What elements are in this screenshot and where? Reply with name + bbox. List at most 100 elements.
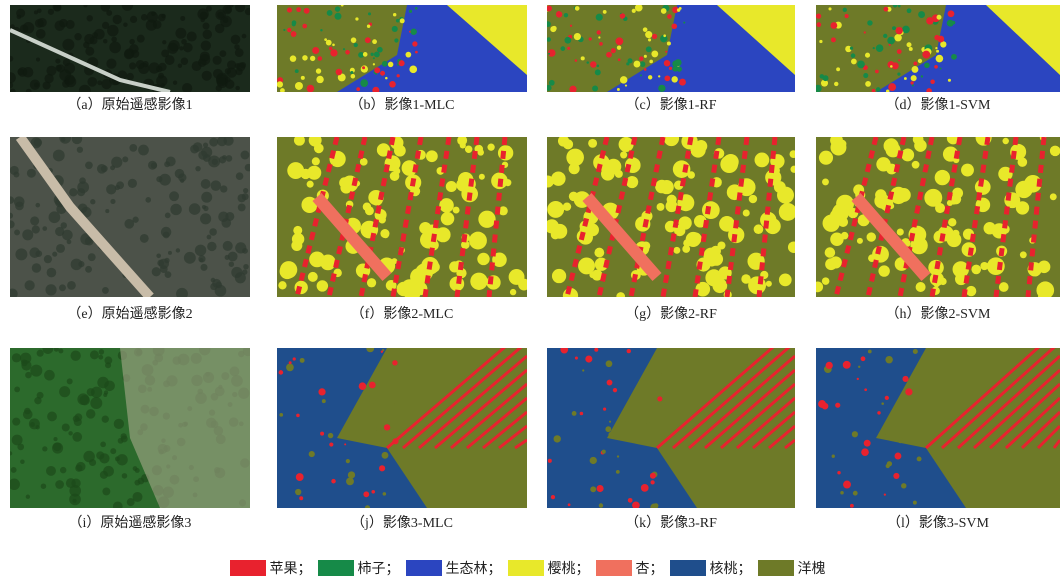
legend-item: 生态林； [405,558,502,578]
speck [664,75,671,82]
speck [387,61,394,68]
texture [85,161,93,170]
speck [415,50,418,54]
speck [560,348,569,354]
speck [656,348,775,450]
caption: （d）影像1-SVM [885,97,991,113]
speck [445,180,457,193]
texture [201,191,213,203]
speck [668,66,673,71]
speck [303,7,310,14]
speck [551,171,566,186]
speck [396,281,411,297]
caption: （k）影像3-RF [625,515,717,531]
texture [25,88,32,92]
legend-item: 柿子； [317,558,400,578]
texture [12,417,21,426]
speck [626,175,639,189]
texture [167,42,179,54]
speck [619,13,626,19]
speck [456,268,467,279]
legend-swatch [757,560,794,576]
speck [328,46,333,51]
texture [103,392,108,397]
texture [156,176,163,183]
texture [77,181,90,194]
texture [201,70,212,81]
speck [439,198,454,213]
speck [334,6,341,12]
speck [552,223,568,239]
texture [234,44,240,50]
texture [36,8,42,14]
speck [948,218,957,227]
speck [299,357,305,363]
legend-swatch [229,560,266,576]
speck [367,12,372,16]
texture [25,371,32,379]
texture [62,38,75,51]
speck [616,45,622,50]
speck [1015,201,1030,215]
speck [392,12,397,17]
texture [61,423,70,432]
image-panel [816,137,1060,297]
speck [345,458,350,464]
texture [121,473,128,479]
field [120,348,250,508]
texture [224,254,230,260]
region [986,5,1060,75]
speck [402,348,523,450]
texture [202,22,210,30]
speck [316,280,329,292]
speck [330,49,338,57]
texture [10,55,14,62]
speck [849,503,854,508]
speck [987,257,1005,276]
speck [598,36,601,39]
speck [385,76,388,80]
speck [911,160,920,169]
speck [603,407,607,411]
speck [385,280,397,291]
speck [685,231,701,248]
texture [243,263,249,270]
region [277,5,407,92]
texture [136,34,145,43]
speck [901,148,915,162]
texture [10,72,16,84]
texture [55,64,62,72]
speck [508,269,525,285]
texture [43,255,53,264]
texture [22,22,35,34]
texture [227,251,238,262]
speck [768,424,795,450]
texture [126,72,134,81]
texture [83,450,95,463]
speck [924,348,1040,450]
texture [72,498,77,503]
texture [83,5,88,8]
texture [181,82,193,92]
speck [656,203,665,211]
legend-label: 核桃； [709,562,752,577]
speck [741,274,751,284]
speck [321,399,326,404]
speck [450,382,527,450]
speck [283,28,286,32]
speck [903,77,907,80]
speck [300,168,311,180]
speck [358,382,367,391]
speck [571,411,577,416]
legend: 苹果； 柿子； 生态林； 樱桃； 杏； 核桃； 洋槐 [0,558,1061,578]
speck [548,52,551,55]
speck [596,64,600,68]
speck [952,261,969,278]
speck [358,51,364,58]
speck [633,60,641,68]
texture [69,484,82,497]
speck [871,88,876,92]
speck [756,137,778,297]
speck [626,62,630,66]
speck [614,169,623,178]
